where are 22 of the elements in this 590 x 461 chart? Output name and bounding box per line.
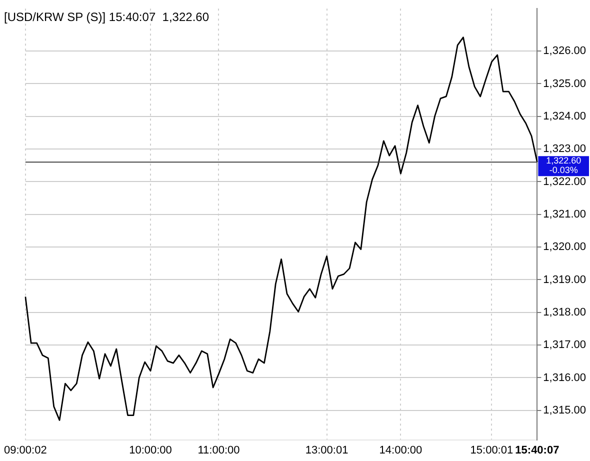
y-tick-label: 1,320.00 xyxy=(543,241,586,254)
x-tick-label: 09:00:02 xyxy=(4,444,47,456)
y-tick-label: 1,326.00 xyxy=(543,45,586,58)
x-tick-label: 10:00:00 xyxy=(129,444,172,456)
y-tick-label: 1,324.00 xyxy=(543,110,586,122)
y-tick-label: 1,321.00 xyxy=(543,208,586,220)
x-tick-label: 11:00:00 xyxy=(198,444,240,456)
x-tick-label: 15:40:07 xyxy=(515,444,560,456)
y-tick-label: 1,315.00 xyxy=(543,404,586,416)
y-tick-label: 1,318.00 xyxy=(543,306,586,318)
y-tick-label: 1,319.00 xyxy=(543,274,586,286)
y-tick-label: 1,317.00 xyxy=(543,339,586,352)
ref-line-label: 1,322.60 xyxy=(546,156,582,166)
y-tick-label: 1,325.00 xyxy=(543,78,586,90)
chart-title: [USD/KRW SP (S)] 15:40:07 1,322.60 xyxy=(4,10,210,24)
y-tick-label: 1,316.00 xyxy=(543,372,586,384)
x-tick-label: 14:00:00 xyxy=(379,444,422,456)
y-tick-label: 1,322.00 xyxy=(543,176,586,188)
x-tick-label: 13:00:01 xyxy=(305,444,348,456)
text: -0.03% xyxy=(549,165,578,176)
x-tick-label: 15:00:01 xyxy=(470,444,514,456)
y-tick-label: 1,323.00 xyxy=(543,143,586,156)
